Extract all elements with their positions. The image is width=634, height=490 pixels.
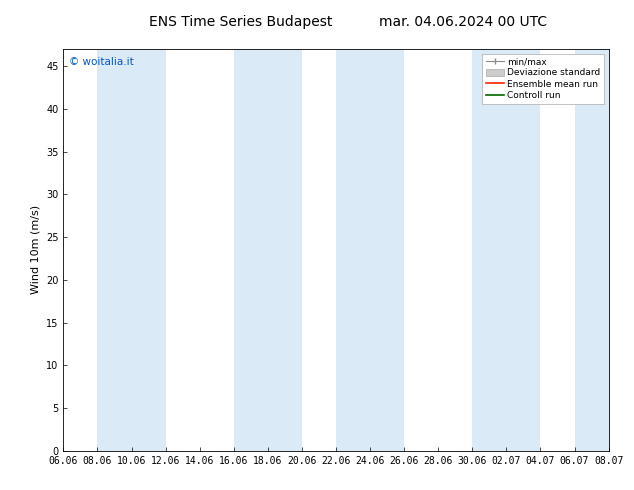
Bar [336,49,404,451]
Y-axis label: Wind 10m (m/s): Wind 10m (m/s) [30,205,41,294]
Bar [98,49,165,451]
Text: © woitalia.it: © woitalia.it [69,57,134,67]
Bar [234,49,302,451]
Text: ENS Time Series Budapest: ENS Time Series Budapest [149,15,333,29]
Text: mar. 04.06.2024 00 UTC: mar. 04.06.2024 00 UTC [378,15,547,29]
Bar [574,49,634,451]
Bar [472,49,540,451]
Legend: min/max, Deviazione standard, Ensemble mean run, Controll run: min/max, Deviazione standard, Ensemble m… [482,53,604,103]
